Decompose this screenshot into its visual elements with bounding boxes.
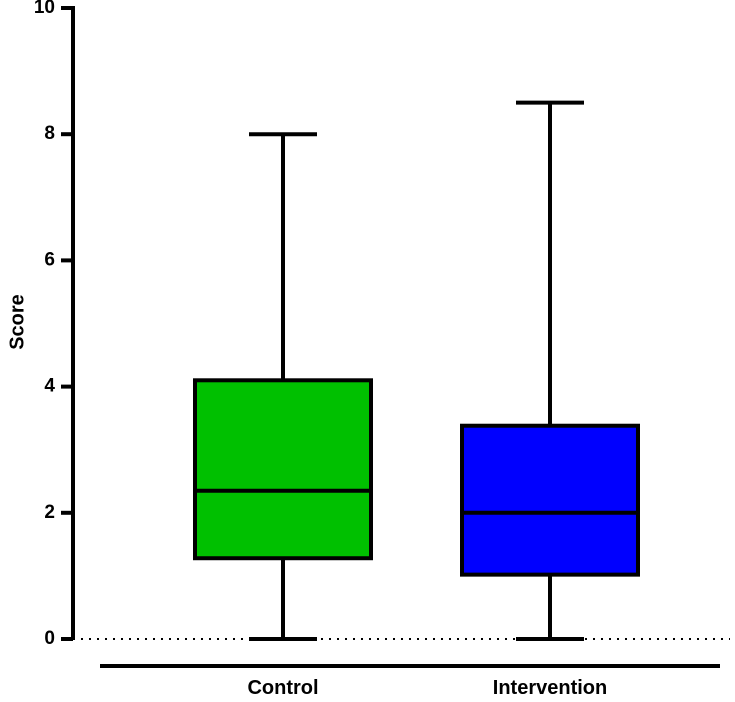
y-tick-label: 10 [34, 0, 55, 18]
y-tick-label: 0 [44, 628, 55, 649]
box-control [193, 132, 373, 641]
axes [71, 6, 720, 668]
y-axis-ticks: 0 2 4 6 8 10 [34, 0, 73, 649]
box-intervention [460, 100, 640, 641]
x-axis-category-labels: Control Intervention [247, 677, 607, 699]
iqr-box [460, 423, 640, 577]
boxes [193, 100, 640, 641]
y-tick-label: 2 [44, 502, 55, 523]
y-tick-label: 8 [44, 123, 55, 144]
y-tick-label: 4 [44, 376, 55, 397]
iqr-box [193, 378, 373, 561]
x-category-label: Intervention [493, 677, 607, 699]
y-axis-title: Score [6, 294, 28, 350]
x-category-label: Control [247, 677, 318, 699]
y-tick-label: 6 [44, 249, 55, 270]
